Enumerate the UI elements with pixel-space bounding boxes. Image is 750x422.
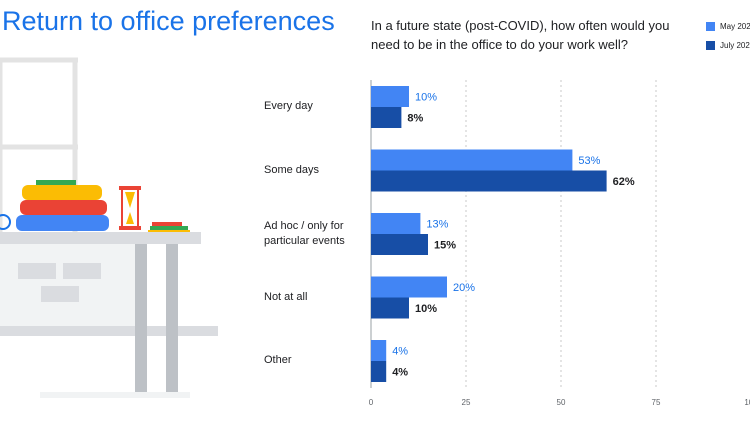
- drawer-3: [41, 286, 79, 302]
- value-label-may-4: 4%: [392, 346, 408, 358]
- bar-july-3: [371, 297, 409, 319]
- desk-top: [0, 232, 201, 244]
- x-tick-label-75: 75: [652, 398, 661, 407]
- bar-may-0: [371, 86, 409, 107]
- category-label-every-day: Every day: [264, 100, 313, 112]
- category-label-other: Other: [264, 354, 292, 366]
- book-green: [36, 180, 76, 185]
- desk-base: [0, 326, 218, 336]
- value-label-july-0: 8%: [407, 113, 423, 125]
- bar-july-2: [371, 234, 428, 255]
- desk-cabinet: [0, 244, 135, 326]
- x-tick-label-0: 0: [369, 398, 374, 407]
- legend-label-may: May 2020: [720, 22, 750, 31]
- category-label-not-at-all: Not at all: [264, 291, 308, 303]
- chart-legend: May 2020 July 2020: [706, 18, 750, 56]
- bar-july-4: [371, 361, 387, 382]
- legend-item-july: July 2020: [706, 37, 750, 54]
- desk-leg-left: [135, 244, 147, 398]
- bar-may-2: [371, 213, 421, 234]
- book-red: [20, 200, 107, 215]
- value-label-july-4: 4%: [392, 367, 408, 379]
- legend-item-may: May 2020: [706, 18, 750, 35]
- page-title: Return to office preferences: [2, 6, 335, 36]
- floor-shadow: [40, 392, 190, 398]
- value-label-may-3: 20%: [453, 282, 475, 294]
- bar-may-1: [371, 149, 573, 171]
- bar-july-1: [371, 170, 607, 192]
- x-tick-label-50: 50: [557, 398, 566, 407]
- glasses-lens: [0, 214, 11, 230]
- value-label-july-3: 10%: [415, 303, 437, 315]
- value-label-may-1: 53%: [578, 155, 600, 167]
- bar-july-0: [371, 107, 402, 128]
- small-book-red: [152, 222, 182, 226]
- book-blue: [16, 215, 109, 231]
- small-book-green: [150, 226, 188, 230]
- drawer-2: [63, 263, 101, 279]
- value-label-july-2: 15%: [434, 240, 456, 252]
- value-label-may-0: 10%: [415, 92, 437, 104]
- office-desk-illustration: [0, 57, 218, 398]
- legend-swatch-july: [706, 41, 715, 50]
- book-yellow: [22, 185, 102, 200]
- category-label-ad-hoc: Ad hoc / only for particular events: [264, 220, 345, 247]
- desk-leg-right: [166, 244, 178, 398]
- small-book-yellow: [148, 230, 190, 232]
- x-tick-label-25: 25: [462, 398, 471, 407]
- value-label-july-1: 62%: [613, 176, 635, 188]
- bar-may-4: [371, 340, 387, 361]
- legend-label-july: July 2020: [720, 41, 750, 50]
- category-label-some-days: Some days: [264, 164, 320, 176]
- drawer-1: [18, 263, 56, 279]
- value-label-may-2: 13%: [426, 219, 448, 231]
- bar-may-3: [371, 276, 447, 298]
- hourglass: [119, 186, 141, 230]
- chart-question: In a future state (post-COVID), how ofte…: [371, 18, 670, 52]
- x-tick-label-100: 100: [744, 398, 750, 407]
- legend-swatch-may: [706, 22, 715, 31]
